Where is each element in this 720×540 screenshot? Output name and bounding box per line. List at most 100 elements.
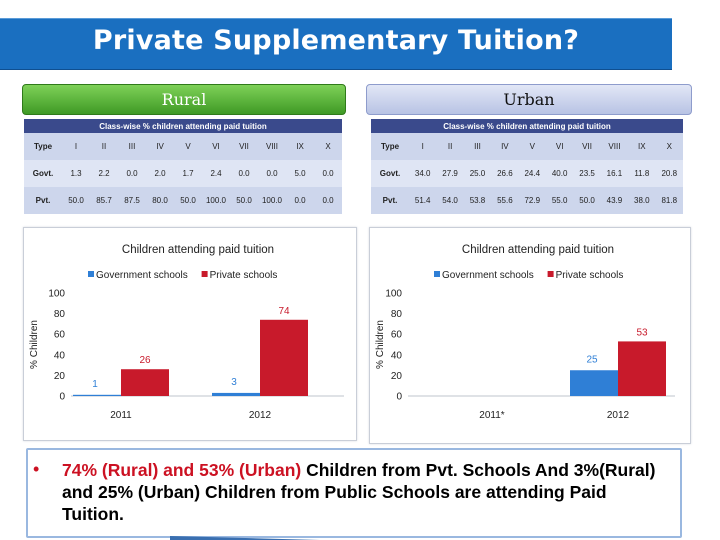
rural-chart-svg: Children attending paid tuition Governmen… [29, 244, 344, 421]
summary-rest: Children from Pvt. Schools And 3%(Rural)… [62, 460, 656, 524]
table-cell: 23.5 [573, 160, 601, 187]
table-cell: 87.5 [118, 187, 146, 214]
table-cell: 55.6 [491, 187, 519, 214]
table-cell: 100.0 [202, 187, 230, 214]
table-cell: 51.4 [409, 187, 437, 214]
table-header-cell: VI [545, 133, 574, 160]
urban-chart: Children attending paid tuition Governmen… [369, 227, 691, 444]
y-axis-label: % Children [375, 320, 386, 369]
legend-swatch [88, 271, 94, 277]
table-header-cell: II [90, 133, 118, 160]
table-cell: 34.0 [409, 160, 437, 187]
y-axis-label: % Children [29, 320, 40, 369]
y-tick-label: 80 [391, 309, 403, 320]
rural-header: Rural [22, 84, 346, 115]
y-tick-label: 0 [396, 392, 402, 403]
y-tick-label: 40 [54, 350, 66, 361]
table-header-cell: III [118, 133, 146, 160]
table-cell: 55.0 [545, 187, 574, 214]
data-label: 74 [278, 306, 290, 317]
table-cell: 20.8 [655, 160, 683, 187]
bar [73, 394, 121, 396]
table-header-cell: VI [202, 133, 230, 160]
y-tick-label: 100 [385, 289, 402, 300]
summary-text: 74% (Rural) and 53% (Urban) Children fro… [62, 459, 672, 525]
legend-swatch [201, 271, 208, 277]
decorative-swoosh [170, 536, 320, 540]
table-cell: 11.8 [628, 160, 656, 187]
table-header-cell: X [655, 133, 683, 160]
y-tick-label: 0 [59, 392, 65, 403]
y-tick-label: 60 [391, 330, 403, 341]
table-row-govt: Govt. 34.0 27.9 25.0 26.6 24.4 40.0 23.5… [371, 160, 683, 187]
table-cell: Govt. [371, 160, 409, 187]
table-header-cell: Type [24, 133, 62, 160]
x-tick-label: 2012 [249, 410, 272, 421]
table-cell: 43.9 [600, 187, 629, 214]
x-tick-label: 2011 [110, 410, 132, 421]
table-row-pvt: Pvt. 51.4 54.0 53.8 55.6 72.9 55.0 50.0 … [371, 187, 683, 214]
table-header-cell: IV [491, 133, 519, 160]
table-cell: 38.0 [628, 187, 656, 214]
table-cell: 50.0 [573, 187, 601, 214]
table-cell: 0.0 [230, 160, 258, 187]
table-cell: 40.0 [545, 160, 574, 187]
table-header-cell: IX [286, 133, 314, 160]
urban-header: Urban [366, 84, 692, 115]
bullet-marker: • [33, 459, 40, 479]
data-label: 1 [92, 379, 98, 390]
table-cell: 2.2 [90, 160, 118, 187]
table-header-cell: II [436, 133, 464, 160]
table-header-cell: IX [628, 133, 656, 160]
legend-swatch [547, 271, 554, 277]
table-header-cell: V [518, 133, 546, 160]
table-cell: 53.8 [463, 187, 492, 214]
legend-swatch [434, 271, 440, 277]
urban-tuition-table: Class-wise % children attending paid tui… [371, 119, 683, 214]
table-header-cell: VII [573, 133, 601, 160]
table-cell: 16.1 [600, 160, 629, 187]
table-cell: Pvt. [24, 187, 62, 214]
rural-chart: Children attending paid tuition Governmen… [23, 227, 357, 441]
data-label: 25 [586, 354, 598, 365]
legend-label: Government schools [96, 270, 188, 281]
chart-title: Children attending paid tuition [122, 244, 274, 256]
table-header-cell: I [409, 133, 437, 160]
table-cell: 25.0 [463, 160, 492, 187]
rural-tuition-table: Class-wise % children attending paid tui… [24, 119, 342, 214]
table-cell: 2.4 [202, 160, 230, 187]
y-tick-label: 20 [391, 371, 403, 382]
table-cell: 1.7 [174, 160, 202, 187]
summary-box: • 74% (Rural) and 53% (Urban) Children f… [26, 448, 682, 538]
y-tick-label: 60 [54, 330, 66, 341]
table-header-cell: I [62, 133, 90, 160]
table-cell: 5.0 [286, 160, 314, 187]
table-header-cell: Type [371, 133, 409, 160]
table-cell: 80.0 [146, 187, 174, 214]
table-header-row: Type I II III IV V VI VII VIII IX X [371, 133, 683, 160]
table-cell: 50.0 [174, 187, 202, 214]
swoosh-shape [170, 536, 320, 540]
data-label: 26 [139, 355, 151, 366]
table-header-row: Type I II III IV V VI VII VIII IX X [24, 133, 342, 160]
chart-title: Children attending paid tuition [462, 244, 614, 256]
table-cell: 0.0 [314, 187, 342, 214]
data-label: 3 [231, 377, 237, 388]
table-cell: 100.0 [258, 187, 286, 214]
table-title-row: Class-wise % children attending paid tui… [24, 119, 342, 133]
table-header-cell: V [174, 133, 202, 160]
y-tick-label: 40 [391, 350, 403, 361]
table-header-cell: IV [146, 133, 174, 160]
table-cell: 0.0 [286, 187, 314, 214]
table-cell: 54.0 [436, 187, 464, 214]
table-cell: 1.3 [62, 160, 90, 187]
table-cell: 26.6 [491, 160, 519, 187]
table-cell: 50.0 [62, 187, 90, 214]
bar [570, 370, 618, 396]
table-cell: Pvt. [371, 187, 409, 214]
y-tick-label: 80 [54, 309, 66, 320]
table-cell: 0.0 [314, 160, 342, 187]
table-header-cell: X [314, 133, 342, 160]
table-title: Class-wise % children attending paid tui… [24, 119, 342, 133]
page-title: Private Supplementary Tuition? [92, 25, 580, 56]
